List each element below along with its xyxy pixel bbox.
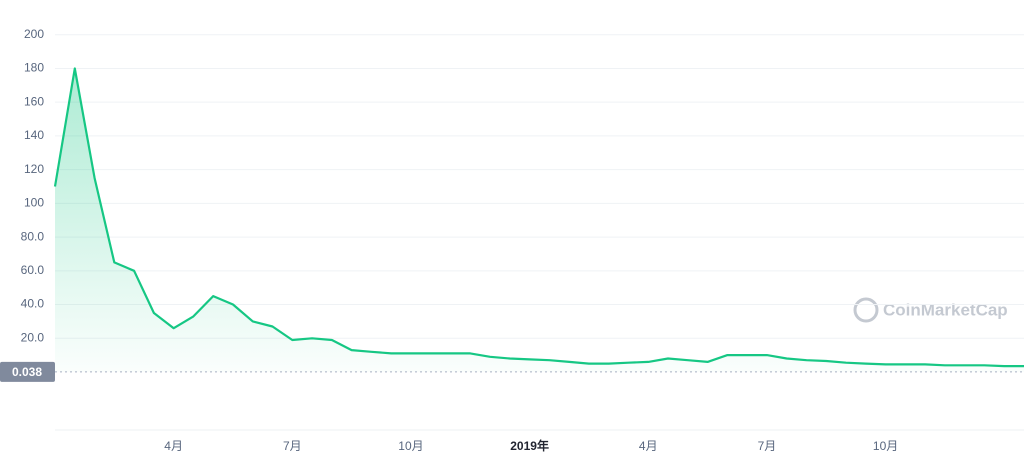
x-tick-label: 4月: [164, 439, 183, 453]
y-tick-label: 80.0: [21, 229, 45, 243]
watermark: CoinMarketCap: [853, 297, 1008, 323]
y-tick-label: 20.0: [21, 330, 45, 344]
y-tick-label: 180: [24, 61, 44, 75]
y-tick-label: 140: [24, 128, 44, 142]
y-tick-label: 100: [24, 196, 44, 210]
current-price-badge: [0, 361, 55, 382]
current-price-label: 0.038: [12, 365, 42, 379]
x-tick-label: 2019年: [510, 438, 549, 453]
area-fill: [55, 68, 1024, 372]
x-tick-label: 4月: [639, 439, 658, 453]
x-tick-label: 10月: [398, 439, 423, 453]
x-tick-label: 7月: [283, 439, 302, 453]
y-tick-label: 60.0: [21, 263, 45, 277]
y-tick-label: 200: [24, 27, 44, 41]
y-tick-label: 40.0: [21, 297, 45, 311]
price-line: [53, 67, 1024, 368]
watermark-text: CoinMarketCap: [883, 300, 1008, 319]
y-tick-label: 120: [24, 162, 44, 176]
x-tick-label: 7月: [758, 439, 777, 453]
y-tick-label: 160: [24, 94, 44, 108]
x-tick-label: 10月: [873, 439, 898, 453]
